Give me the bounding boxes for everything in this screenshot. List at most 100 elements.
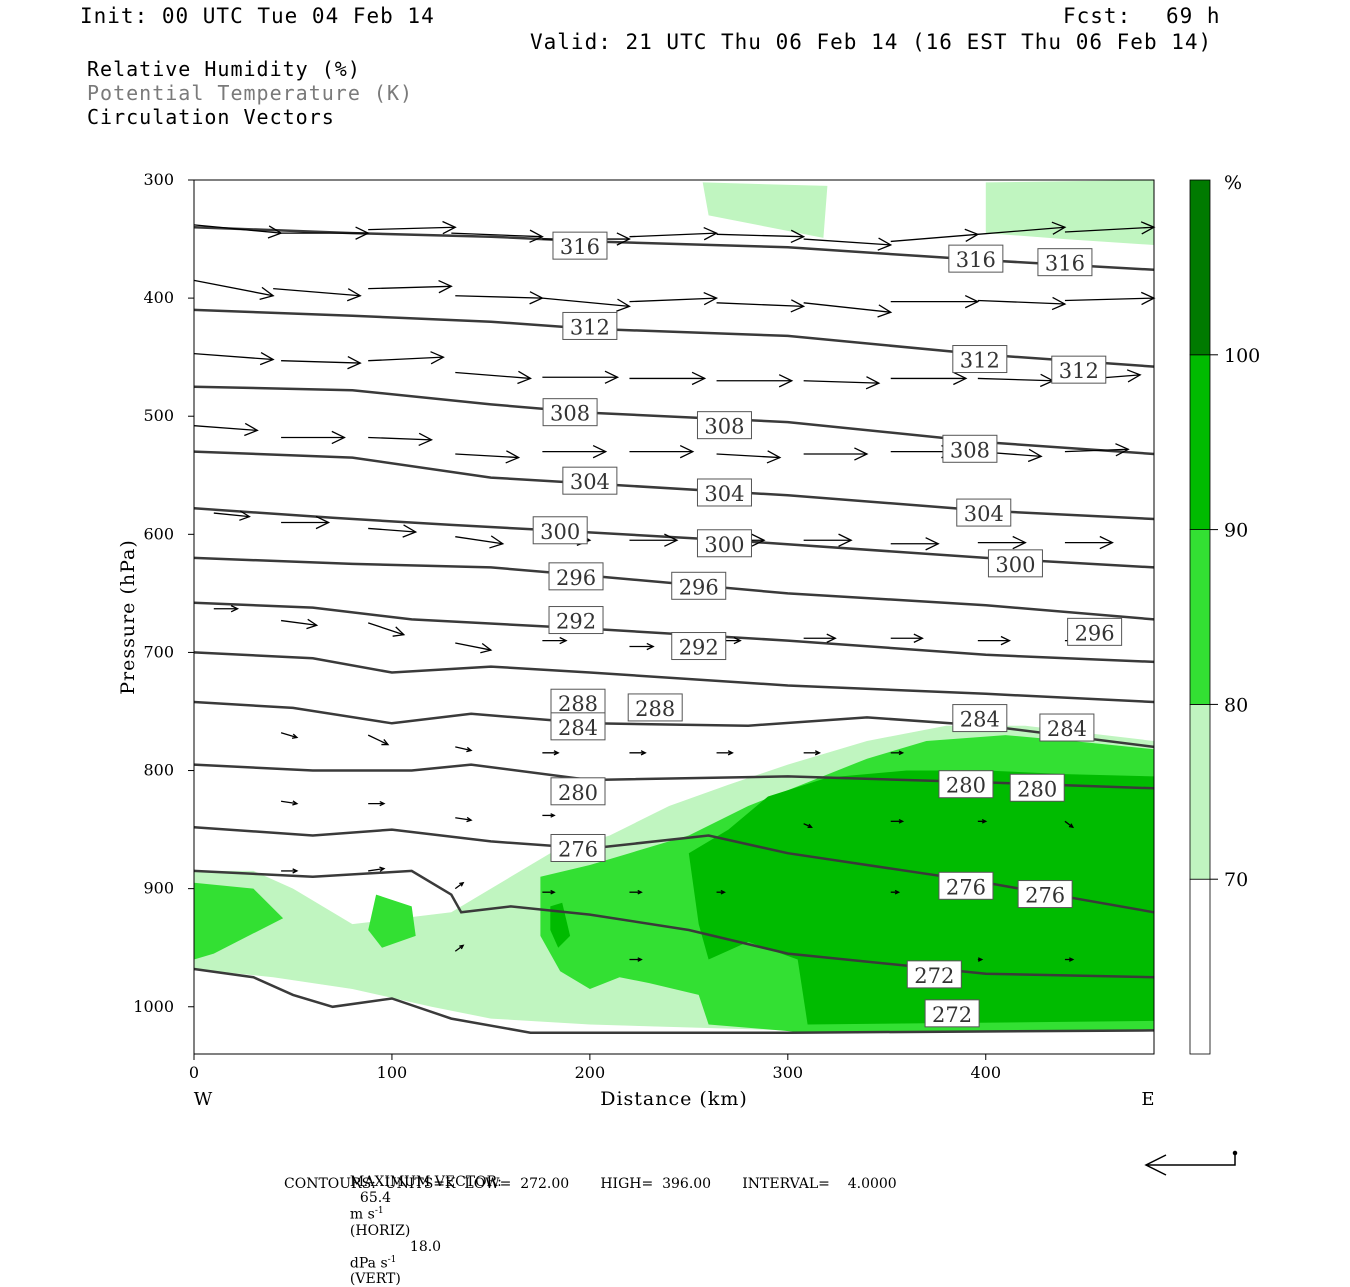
circulation-vector [977, 819, 988, 824]
circulation-vector [1064, 291, 1156, 306]
circulation-vector [281, 515, 331, 530]
circulation-vector [542, 370, 620, 384]
circulation-vector [1064, 820, 1075, 829]
circulation-vector [542, 750, 560, 756]
colorbar-swatch [1189, 704, 1211, 880]
circulation-vector [716, 889, 726, 895]
contour-label: 280 [946, 774, 986, 798]
circulation-vector [977, 373, 1055, 388]
circulation-vector [629, 750, 647, 756]
circulation-vector [542, 297, 631, 312]
contour-label-box [548, 606, 604, 635]
colorbar-swatch [1189, 354, 1211, 530]
circulation-vector [368, 220, 457, 235]
circulation-vector [977, 957, 984, 962]
colorbar-swatch [1189, 878, 1211, 1055]
circulation-vector [542, 889, 556, 895]
circulation-vector [803, 533, 853, 547]
contour-label: 300 [540, 520, 580, 544]
circulation-vector [193, 422, 259, 437]
reference-vector-icon [1144, 1150, 1238, 1176]
circulation-vector [367, 622, 406, 637]
contour-label: 300 [995, 553, 1035, 577]
circulation-vector [890, 750, 905, 756]
horiz-tag: (HORIZ) [349, 1222, 411, 1239]
contour-label: 284 [960, 708, 1000, 732]
circulation-vector [629, 226, 719, 241]
circulation-vector [716, 450, 782, 464]
circulation-vector [281, 430, 346, 445]
circulation-vector [977, 635, 1012, 646]
circulation-vector [368, 351, 445, 365]
circulation-vector [193, 351, 275, 366]
circulation-vector [1064, 443, 1130, 457]
circulation-vector [454, 881, 465, 890]
circulation-vector [977, 535, 1027, 550]
y-tick-label: 1000 [133, 997, 174, 1016]
circulation-vector [803, 823, 813, 828]
legend-vectors: Circulation Vectors [87, 105, 335, 129]
contour-label: 272 [914, 964, 954, 988]
x-right-label: E [1141, 1089, 1154, 1110]
fcst-value: 69 h [1166, 4, 1221, 28]
contour-label-box [562, 311, 618, 340]
circulation-vector [368, 800, 386, 807]
circulation-vector [281, 618, 319, 630]
contour-label-box [924, 999, 980, 1028]
contour-label-box [938, 871, 994, 900]
contour-label: 316 [1045, 252, 1085, 276]
contour-label: 276 [1025, 884, 1065, 908]
circulation-vector [273, 288, 362, 302]
circulation-vector [455, 816, 473, 823]
circulation-vector [803, 237, 893, 251]
circulation-vector [455, 370, 532, 385]
contour-label-box [550, 688, 606, 717]
x-tick-label: 400 [970, 1063, 1001, 1082]
x-axis-title: Distance (km) [600, 1088, 748, 1110]
contour-label: 316 [560, 235, 600, 259]
circulation-vector [890, 819, 905, 824]
contour-label: 308 [704, 415, 744, 439]
circulation-vector [803, 750, 821, 756]
contour-label: 284 [558, 716, 598, 740]
contour-label: 292 [556, 610, 596, 634]
fcst-label: Fcst: [1063, 4, 1132, 28]
rh-region-70-80 [702, 182, 828, 238]
contour-label: 296 [1075, 621, 1115, 645]
contour-label-box [1017, 880, 1073, 909]
circulation-vector [803, 447, 869, 461]
circulation-vector [542, 813, 556, 818]
circulation-vector [542, 444, 608, 459]
circulation-vector [716, 750, 734, 756]
circulation-vector [455, 535, 505, 549]
colorbar-swatch [1189, 179, 1211, 356]
contour-label: 316 [956, 248, 996, 272]
contour-label-box [952, 345, 1008, 374]
contour-label-box [1051, 355, 1107, 384]
contour-label: 300 [704, 533, 744, 557]
circulation-vector [1064, 535, 1114, 550]
contour-label-box [671, 632, 727, 661]
contour-label: 276 [946, 875, 986, 899]
circulation-vector [629, 533, 679, 547]
circulation-vector [280, 732, 299, 739]
circulation-vector [890, 537, 940, 551]
x-tick-label: 200 [575, 1063, 606, 1082]
colorbar-unit: % [1224, 172, 1242, 194]
rh-region-80-90 [368, 894, 416, 948]
theta-contour-308 [193, 385, 1155, 456]
theta-contour-288 [193, 651, 1155, 704]
circulation-vector [368, 279, 453, 294]
max-vector-label: MAXIMUM VECTOR: [349, 1174, 502, 1190]
contour-label-box [942, 434, 998, 463]
theta-contour-268 [193, 967, 1155, 1034]
x-tick-label: 100 [377, 1063, 408, 1082]
rh-region-90-100 [550, 902, 571, 948]
contour-label-box [906, 960, 962, 989]
circulation-vector [890, 228, 980, 243]
contour-label-box [987, 549, 1043, 578]
circulation-vector [193, 279, 275, 300]
circulation-vector [455, 291, 544, 305]
legend-theta: Potential Temperature (K) [87, 81, 414, 105]
contour-label-box [1037, 248, 1093, 277]
